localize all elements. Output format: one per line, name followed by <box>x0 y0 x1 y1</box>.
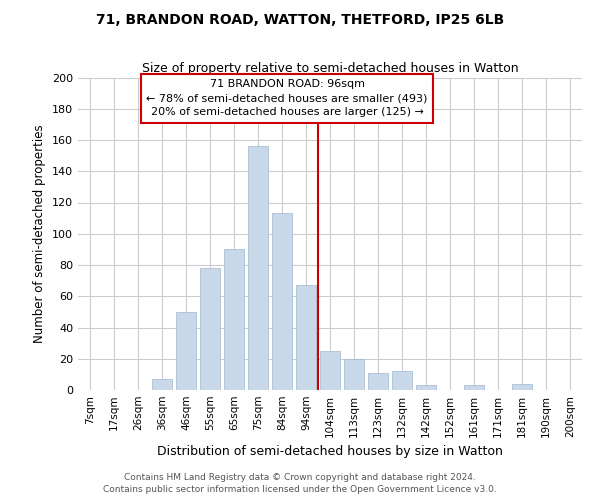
Bar <box>344 359 364 390</box>
Text: 71, BRANDON ROAD, WATTON, THETFORD, IP25 6LB: 71, BRANDON ROAD, WATTON, THETFORD, IP25… <box>96 12 504 26</box>
Text: 71 BRANDON ROAD: 96sqm
← 78% of semi-detached houses are smaller (493)
20% of se: 71 BRANDON ROAD: 96sqm ← 78% of semi-det… <box>146 79 428 117</box>
Bar <box>392 371 412 390</box>
Bar <box>512 384 532 390</box>
Bar <box>464 386 484 390</box>
Y-axis label: Number of semi-detached properties: Number of semi-detached properties <box>34 124 46 343</box>
Bar <box>152 379 172 390</box>
Bar <box>224 250 244 390</box>
Text: Contains HM Land Registry data © Crown copyright and database right 2024.
Contai: Contains HM Land Registry data © Crown c… <box>103 472 497 494</box>
Title: Size of property relative to semi-detached houses in Watton: Size of property relative to semi-detach… <box>142 62 518 75</box>
Bar <box>200 268 220 390</box>
Bar <box>248 146 268 390</box>
X-axis label: Distribution of semi-detached houses by size in Watton: Distribution of semi-detached houses by … <box>157 446 503 458</box>
Bar <box>416 386 436 390</box>
Bar <box>296 286 316 390</box>
Bar <box>320 351 340 390</box>
Bar <box>368 373 388 390</box>
Bar <box>176 312 196 390</box>
Bar <box>272 214 292 390</box>
